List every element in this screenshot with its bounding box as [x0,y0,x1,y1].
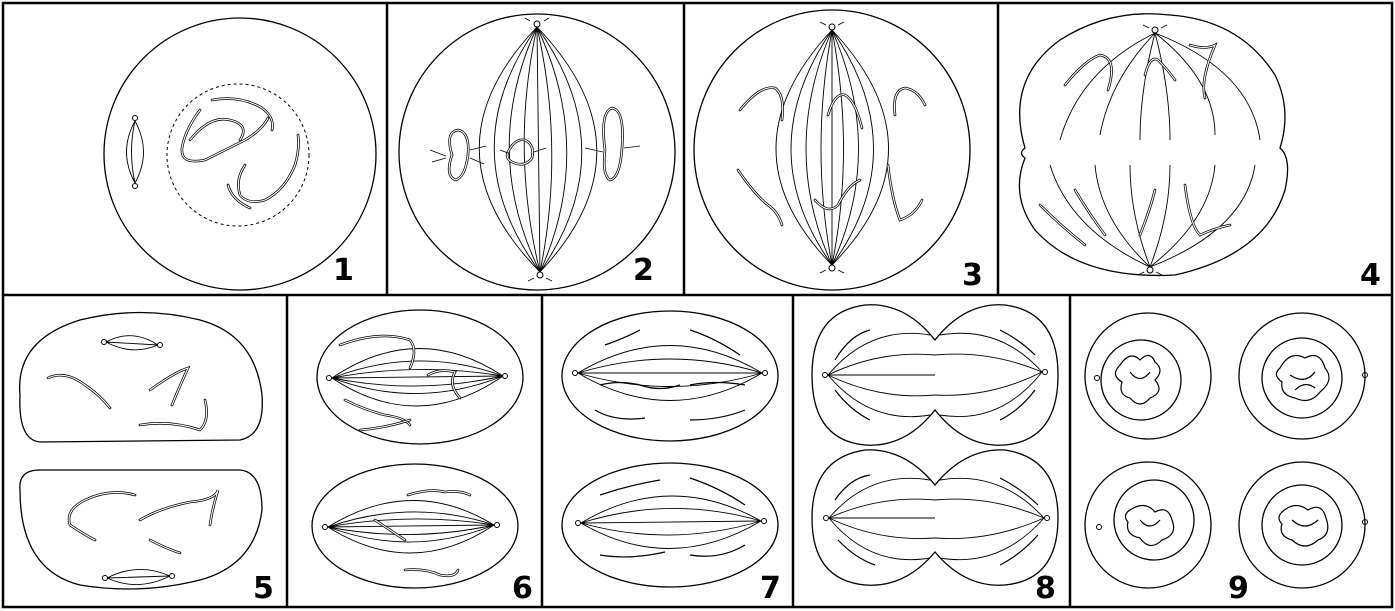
panel-5-prophase-ii-cells [19,311,263,590]
panel-9-label: 9 [1228,571,1249,606]
panel-1-prophase-cell [103,17,377,291]
panel-6-metaphase-ii-cells [311,309,524,589]
panel-4-label: 4 [1360,258,1381,293]
panel-3-anaphase-cell [693,9,971,291]
panel-9-daughter-cells [1084,312,1368,589]
panel-3-label: 3 [962,258,983,293]
panel-6-label: 6 [512,571,533,606]
panel-2-label: 2 [633,253,654,288]
panel-8-label: 8 [1035,571,1056,606]
panel-4-telophase-cell [1018,13,1289,277]
panel-8-telophase-ii-cells [811,304,1059,586]
panel-1-label: 1 [333,253,354,288]
panel-2-metaphase-cell [398,13,676,291]
panel-5-label: 5 [253,571,274,606]
panel-7-anaphase-ii-cells [561,310,779,588]
panel-7-label: 7 [760,571,781,606]
